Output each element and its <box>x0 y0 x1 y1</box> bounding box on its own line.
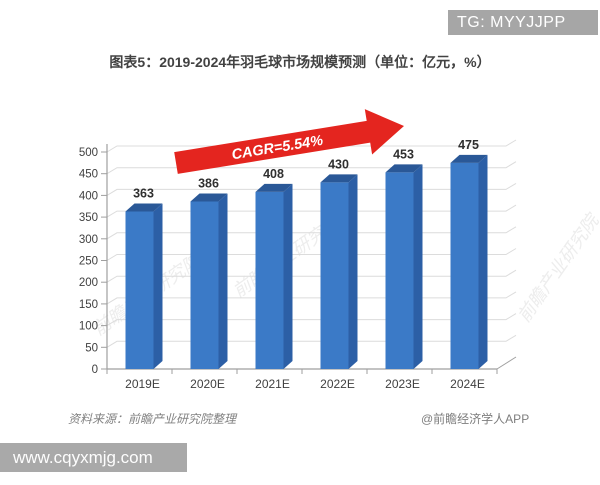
y-tick-label: 250 <box>79 256 98 268</box>
gridline <box>106 161 517 175</box>
gridline <box>106 291 517 305</box>
bar-side <box>153 203 163 369</box>
bar-front <box>125 211 154 369</box>
bar-side <box>413 164 423 369</box>
bar-top <box>320 174 358 183</box>
bar-side <box>348 174 358 369</box>
y-tick-label: 50 <box>85 342 98 354</box>
x-tick-label: 2024E <box>450 377 485 391</box>
bar-side <box>478 154 488 369</box>
bar-front <box>320 182 349 369</box>
x-tick-label: 2020E <box>190 377 225 391</box>
gridline <box>106 248 517 261</box>
floor-edge <box>496 356 517 370</box>
bar-value-label: 475 <box>458 138 479 152</box>
gridline <box>106 334 517 348</box>
y-tick-label: 300 <box>79 234 98 246</box>
y-tick-label: 100 <box>79 321 98 333</box>
x-tick-label: 2023E <box>385 377 420 391</box>
y-tick-label: 400 <box>79 190 98 202</box>
cagr-arrow <box>174 109 404 174</box>
bar-top <box>125 203 163 212</box>
y-tick-label: 150 <box>79 299 98 311</box>
bar-value-label: 453 <box>393 147 414 161</box>
gridline <box>106 226 517 240</box>
bar-front <box>450 162 479 369</box>
y-tick-label: 500 <box>79 147 98 159</box>
bar-side <box>218 193 228 369</box>
page-title: 图表5：2019-2024年羽毛球市场规模预测（单位：亿元，%） <box>109 54 491 70</box>
bar-top <box>385 164 423 173</box>
url-watermark: www.cqyxmjg.com <box>0 443 187 472</box>
tg-contact-badge: TG: MYYJJPP <box>448 10 598 35</box>
y-tick-label: 350 <box>79 212 98 224</box>
bar-value-label: 408 <box>263 167 284 181</box>
y-tick-label: 0 <box>92 364 98 376</box>
bar-value-label: 430 <box>328 157 349 171</box>
bar-top <box>190 193 228 202</box>
gridline <box>106 269 517 283</box>
gridline <box>106 204 517 218</box>
gridline <box>106 313 517 327</box>
bar-front <box>385 172 414 369</box>
y-tick-label: 200 <box>79 277 98 289</box>
bar-front <box>255 191 284 369</box>
bar-side <box>283 183 293 369</box>
bar-top <box>255 183 293 192</box>
source-note: 资料来源：前瞻产业研究院整理 <box>68 412 237 426</box>
bar-top <box>450 154 488 163</box>
bar-value-label: 363 <box>133 186 154 200</box>
credit-note: @前瞻经济学人APP <box>421 412 530 426</box>
x-tick-label: 2022E <box>320 377 355 391</box>
x-tick-label: 2019E <box>125 377 160 391</box>
y-tick-label: 450 <box>79 169 98 181</box>
bar-value-label: 386 <box>198 176 219 190</box>
gridline <box>106 182 517 196</box>
x-tick-label: 2021E <box>255 377 290 391</box>
bar-front <box>190 201 219 369</box>
background-watermark: 前瞻产业研究院 <box>514 209 600 326</box>
